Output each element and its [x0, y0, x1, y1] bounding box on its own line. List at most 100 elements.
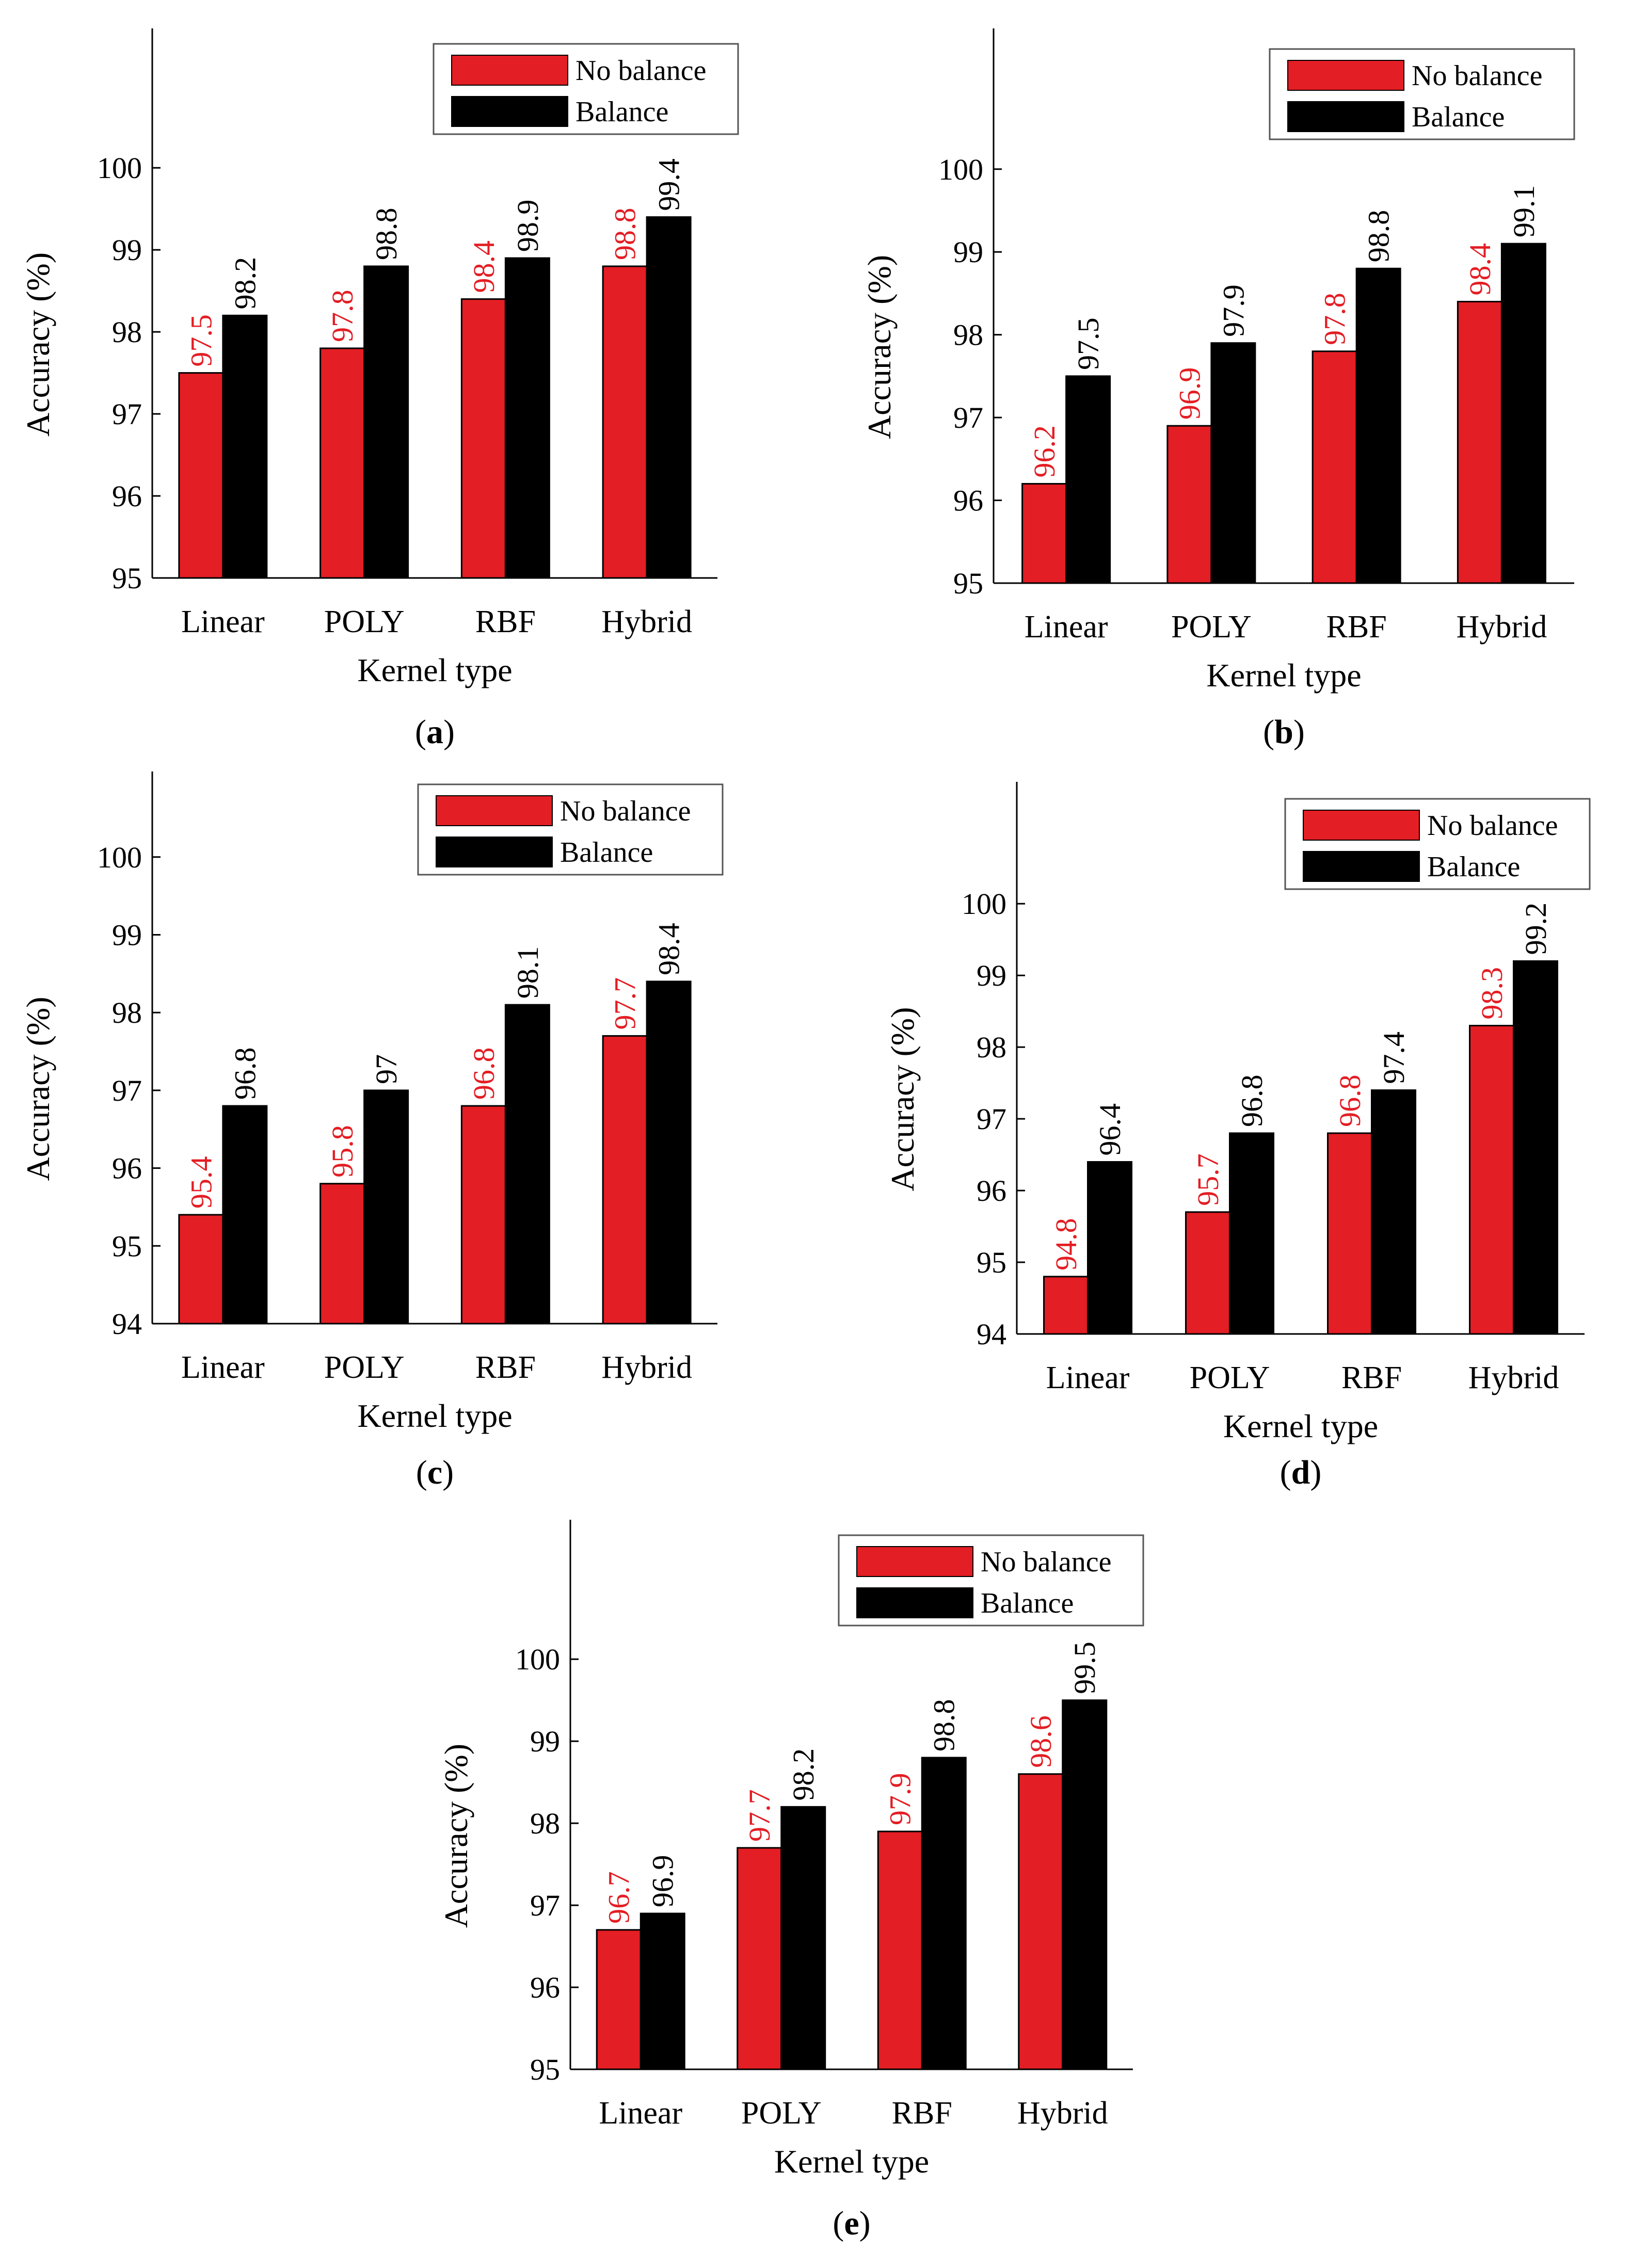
bar-balance	[1500, 243, 1546, 584]
x-tick-label: Hybrid	[601, 1350, 692, 1385]
bar-balance	[504, 1004, 550, 1325]
y-tick-label: 97	[530, 1889, 560, 1922]
data-label-balance: 96.9	[646, 1855, 680, 1907]
y-axis-label: Accuracy (%)	[20, 252, 56, 437]
y-tick-label: 100	[97, 151, 142, 185]
data-label-no-balance: 97.8	[326, 289, 359, 342]
y-tick-label: 95	[112, 561, 142, 595]
bar-balance	[504, 257, 550, 579]
bar-balance	[1062, 1699, 1108, 2070]
y-tick-label: 96	[112, 1152, 142, 1185]
y-tick-label: 100	[97, 841, 142, 874]
bar-balance	[1355, 267, 1401, 584]
y-tick-label: 98	[530, 1807, 560, 1840]
bar-balance	[363, 1089, 409, 1325]
bar-no-balance	[602, 265, 648, 579]
bar-balance	[646, 216, 692, 579]
legend-swatch-no-balance	[1303, 810, 1420, 841]
panel-caption: (d)	[1280, 1454, 1322, 1491]
data-label-balance: 98.2	[228, 257, 262, 310]
data-label-balance: 99.2	[1519, 903, 1553, 955]
x-tick-label: POLY	[1171, 609, 1252, 645]
x-tick-label: Linear	[1046, 1360, 1130, 1395]
bar-balance	[639, 1912, 685, 2070]
bar-no-balance	[602, 1035, 648, 1325]
bar-no-balance	[1457, 300, 1502, 584]
bar-balance	[363, 265, 409, 579]
legend-label-balance: Balance	[981, 1587, 1074, 1619]
bar-no-balance	[1312, 350, 1357, 584]
y-tick-label: 99	[112, 233, 142, 267]
x-tick-label: Hybrid	[601, 604, 692, 639]
data-label-balance: 97	[370, 1054, 403, 1084]
legend-label-no-balance: No balance	[981, 1546, 1111, 1578]
bar-balance	[222, 314, 268, 579]
data-label-balance: 98.8	[928, 1699, 961, 1751]
x-tick-label: RBF	[1326, 609, 1387, 645]
panel-caption: (b)	[1263, 713, 1305, 751]
x-axis-label: Kernel type	[1206, 657, 1361, 694]
x-axis-label: Kernel type	[1223, 1408, 1378, 1444]
bar-no-balance	[596, 1929, 642, 2070]
chart-panel-c: 94 95 96 97 98 99 100 Accuracy (%) Linear 95.4 96.…	[20, 771, 724, 1491]
legend-swatch-no-balance	[451, 55, 568, 86]
bar-no-balance	[877, 1830, 923, 2070]
bar-no-balance	[1021, 482, 1067, 584]
data-label-no-balance: 96.2	[1028, 425, 1061, 478]
bar-balance	[780, 1806, 826, 2070]
bar-no-balance	[460, 1105, 506, 1325]
x-tick-label: Hybrid	[1468, 1360, 1559, 1395]
y-tick-label: 99	[112, 918, 142, 952]
y-tick-label: 94	[977, 1317, 1006, 1351]
data-label-balance: 97.9	[1217, 284, 1250, 337]
y-axis-label: Accuracy (%)	[438, 1744, 474, 1928]
bar-no-balance	[1469, 1024, 1514, 1335]
bar-balance	[1065, 375, 1111, 584]
bar-balance	[1371, 1089, 1416, 1335]
x-tick-label: POLY	[324, 604, 405, 639]
data-label-balance: 98.9	[511, 200, 545, 252]
panel-caption: (c)	[416, 1454, 454, 1491]
panel-letter: a	[426, 713, 443, 751]
legend-label-balance: Balance	[1427, 851, 1520, 883]
data-label-balance: 98.4	[652, 923, 686, 975]
panel-caption: (e)	[833, 2205, 870, 2242]
chart-panel-e: 95 96 97 98 99 100 Accuracy (%) Linear 96.7 96.9 P…	[438, 1520, 1144, 2242]
legend-label-balance: Balance	[560, 837, 653, 868]
y-tick-label: 99	[530, 1725, 560, 1758]
legend: No balance Balance	[1269, 48, 1575, 140]
legend-swatch-no-balance	[1287, 60, 1404, 91]
data-label-balance: 98.8	[370, 207, 403, 260]
y-tick-label: 98	[112, 996, 142, 1030]
data-label-balance: 96.4	[1093, 1103, 1127, 1156]
bar-no-balance	[1018, 1773, 1064, 2070]
y-tick-label: 95	[112, 1229, 142, 1263]
legend-label-balance: Balance	[575, 96, 668, 128]
bar-balance	[1229, 1132, 1274, 1335]
panel-caption: (a)	[415, 713, 455, 751]
data-label-no-balance: 98.8	[609, 207, 642, 260]
bar-no-balance	[1327, 1132, 1372, 1335]
x-tick-label: POLY	[324, 1350, 405, 1385]
x-axis-label: Kernel type	[774, 2143, 929, 2180]
legend: No balance Balance	[433, 43, 739, 135]
legend-swatch-balance	[436, 837, 553, 867]
bar-balance	[921, 1757, 967, 2070]
x-tick-label: Linear	[1025, 609, 1108, 645]
data-label-no-balance: 95.8	[326, 1125, 359, 1178]
data-label-no-balance: 97.9	[884, 1773, 917, 1826]
data-label-no-balance: 98.4	[467, 240, 501, 293]
legend-swatch-balance	[856, 1587, 973, 1618]
x-tick-label: POLY	[741, 2096, 822, 2131]
data-label-no-balance: 97.8	[1318, 293, 1352, 345]
legend-label-balance: Balance	[1412, 101, 1505, 133]
legend: No balance Balance	[417, 783, 724, 876]
y-tick-label: 97	[977, 1102, 1006, 1136]
bar-no-balance	[178, 372, 224, 579]
legend-swatch-balance	[1303, 851, 1420, 882]
legend: No balance Balance	[838, 1534, 1144, 1627]
data-label-no-balance: 96.7	[602, 1871, 636, 1924]
legend-label-no-balance: No balance	[1427, 810, 1558, 842]
panel-letter: b	[1274, 713, 1293, 751]
bar-no-balance	[319, 347, 365, 579]
